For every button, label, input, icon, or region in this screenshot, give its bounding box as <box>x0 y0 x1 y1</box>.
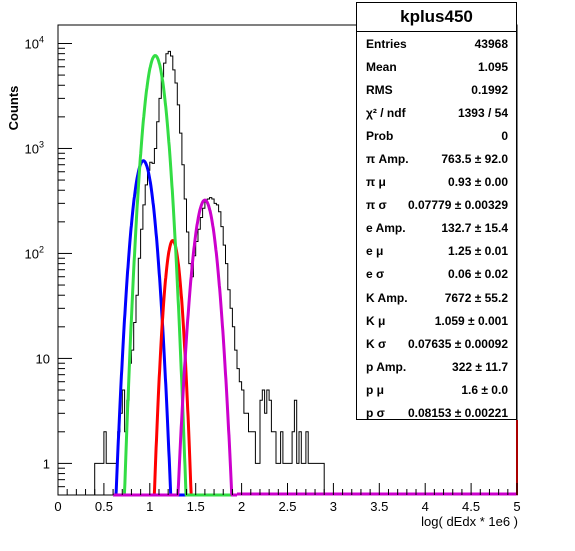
stats-row: Prob 0 <box>357 124 516 147</box>
x-tick-label: 2.5 <box>278 499 296 514</box>
stats-row-label: p μ <box>366 382 385 397</box>
stats-row-label: K Amp. <box>366 290 408 305</box>
stats-row-value: 43968 <box>474 37 508 51</box>
stats-row-value: 0.06 ± 0.02 <box>448 267 508 282</box>
stats-row-label: e Amp. <box>366 221 406 236</box>
stats-row-value: 1393 / 54 <box>457 106 508 121</box>
stats-row-value: 0.93 ± 0.00 <box>448 175 508 190</box>
y-tick-label: 1 <box>43 456 50 471</box>
stats-box-title: kplus450 <box>357 3 516 32</box>
stats-row-label: π μ <box>366 175 386 190</box>
stats-row-value: 322 ± 11.7 <box>452 359 508 374</box>
stats-row: K σ 0.07635 ± 0.00092 <box>357 332 516 355</box>
x-tick-label: 0.5 <box>95 499 113 514</box>
x-tick-label: 2 <box>238 499 245 514</box>
stats-row-value: 0.07635 ± 0.00092 <box>407 336 508 351</box>
stats-row: K μ 1.059 ± 0.001 <box>357 309 516 332</box>
stats-row: π σ 0.07779 ± 0.00329 <box>357 193 516 216</box>
fit-curve-K <box>111 54 239 497</box>
stats-row-label: Mean <box>366 60 397 75</box>
stats-row-label: e σ <box>366 267 385 282</box>
stats-row-label: Prob <box>366 129 394 144</box>
stats-row: π Amp. 763.5 ± 92.0 <box>357 147 516 170</box>
stats-row: p Amp. 322 ± 11.7 <box>357 355 516 378</box>
stats-row-label: π Amp. <box>366 152 409 167</box>
stats-row: p μ 1.6 ± 0.0 <box>357 378 516 401</box>
y-axis-label: Counts <box>6 86 21 131</box>
stats-row: e Amp. 132.7 ± 15.4 <box>357 216 516 239</box>
x-tick-label: 1 <box>146 499 153 514</box>
stats-row-value: 763.5 ± 92.0 <box>441 152 508 167</box>
stats-rows: Entries 43968 Mean 1.095 RMS 0.1992 χ² / ndf 13… <box>357 32 516 424</box>
x-axis: 0 0.5 1 1.5 2 2.5 3 3.5 4 4.5 5 <box>54 483 521 514</box>
fit-curve-p <box>111 198 239 497</box>
stats-row-label: π σ <box>366 198 387 213</box>
stats-row: RMS 0.1992 <box>357 78 516 101</box>
stats-row-value: 0.1992 <box>471 83 508 98</box>
stats-row-label: χ² / ndf <box>366 106 406 121</box>
fit-curves-layer <box>111 54 518 497</box>
stats-row: Entries 43968 <box>357 32 516 55</box>
stats-row-label: Entries <box>366 37 407 51</box>
stats-row-value: 7672 ± 55.2 <box>444 290 508 305</box>
x-tick-label: 0 <box>54 499 61 514</box>
x-tick-label: 5 <box>513 499 520 514</box>
stats-row-label: e μ <box>366 244 384 259</box>
x-tick-label: 3.5 <box>370 499 388 514</box>
x-tick-label: 4.5 <box>462 499 480 514</box>
stats-row-label: K μ <box>366 313 386 328</box>
x-tick-label: 4 <box>422 499 429 514</box>
stats-row: χ² / ndf 1393 / 54 <box>357 101 516 124</box>
x-axis-label: log( dEdx * 1e6 ) <box>421 514 518 529</box>
stats-row: K Amp. 7672 ± 55.2 <box>357 286 516 309</box>
x-tick-label: 1.5 <box>187 499 205 514</box>
histogram-outline <box>94 50 325 495</box>
stats-row-value: 132.7 ± 15.4 <box>441 221 508 236</box>
stats-row-label: p σ <box>366 405 385 420</box>
stats-row-value: 1.6 ± 0.0 <box>461 382 508 397</box>
stats-row-label: RMS <box>366 83 393 98</box>
y-tick-label: 10 <box>36 351 50 366</box>
y-tick-label: 102 <box>25 244 44 261</box>
stats-row: p σ 0.08153 ± 0.00221 <box>357 401 516 424</box>
stats-row-value: 1.059 ± 0.001 <box>434 313 508 328</box>
stats-row-label: p Amp. <box>366 359 407 374</box>
stats-box: kplus450 Entries 43968 Mean 1.095 RMS 0.1992 χ… <box>356 2 517 420</box>
stats-row: Mean 1.095 <box>357 55 516 78</box>
stats-row: e σ 0.06 ± 0.02 <box>357 262 516 285</box>
stats-row-value: 1.25 ± 0.01 <box>448 244 508 259</box>
stats-row: π μ 0.93 ± 0.00 <box>357 170 516 193</box>
y-tick-label: 104 <box>25 34 44 51</box>
stats-row-value: 0.08153 ± 0.00221 <box>407 405 508 420</box>
stats-row-value: 1.095 <box>477 60 508 75</box>
histogram-layer <box>94 50 325 495</box>
stats-row-value: 0.07779 ± 0.00329 <box>407 198 508 213</box>
stats-row-value: 0 <box>501 129 508 144</box>
y-tick-label: 103 <box>25 139 44 156</box>
stats-row: e μ 1.25 ± 0.01 <box>357 239 516 262</box>
x-tick-label: 3 <box>330 499 337 514</box>
y-axis: 1 10 102 103 104 <box>25 34 72 496</box>
stats-row-label: K σ <box>366 336 387 351</box>
